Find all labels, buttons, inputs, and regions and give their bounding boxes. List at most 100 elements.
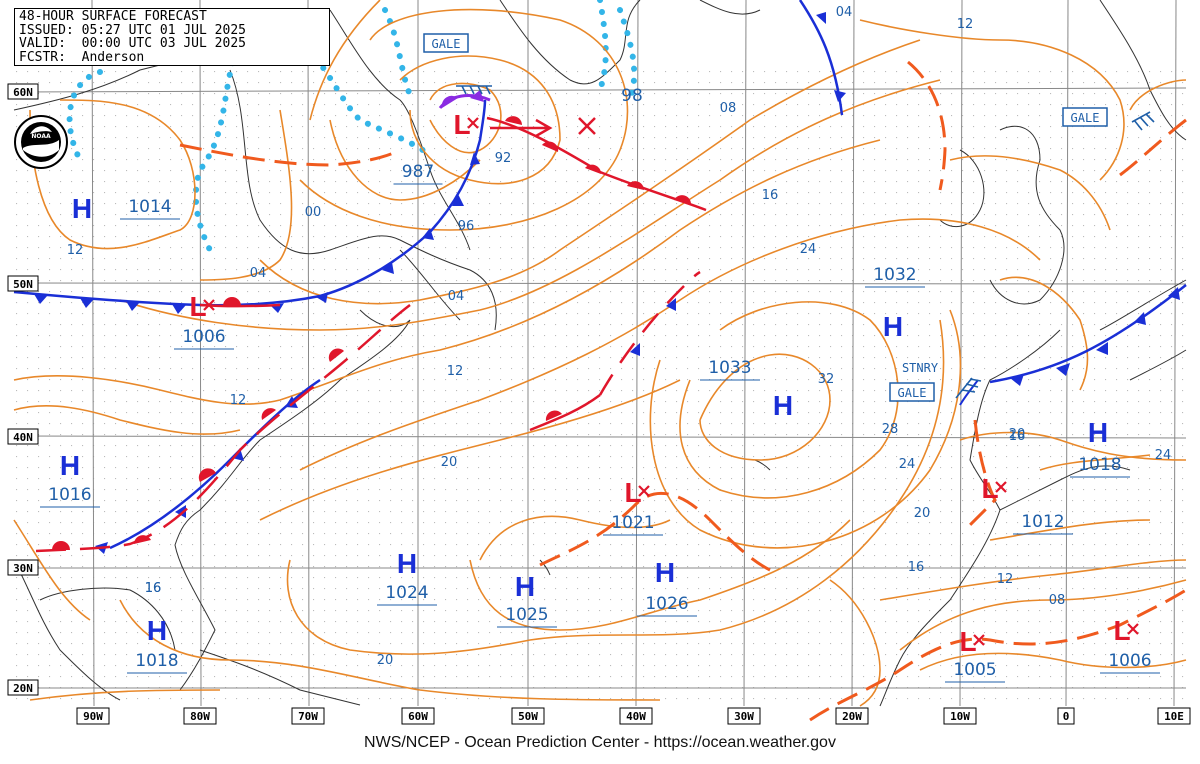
svg-text:GALE: GALE: [1071, 111, 1100, 125]
isobar-label: 98: [621, 86, 643, 106]
high-1032: H 1032: [865, 265, 925, 342]
isobars: [13, 0, 1187, 707]
isobar-label: 04: [448, 289, 465, 304]
isobar-label: 16: [762, 188, 779, 203]
movement-arrow: [490, 117, 596, 138]
lat-lon-grid: [13, 0, 1187, 707]
svg-text:1016: 1016: [48, 485, 91, 505]
svg-text:10E: 10E: [1164, 710, 1184, 723]
isobar-label: 12: [230, 393, 247, 408]
svg-text:90W: 90W: [83, 710, 103, 723]
isobar-label: 20: [914, 506, 931, 521]
ice-edge: [66, 0, 638, 253]
lon-label-0: 0: [1057, 707, 1075, 725]
lon-label-30W: 30W: [727, 707, 761, 725]
latitude-labels: 60N 50N 40N 30N 20N: [7, 83, 39, 696]
low-1021: L 1021: [603, 477, 663, 536]
svg-text:10W: 10W: [950, 710, 970, 723]
svg-text:20W: 20W: [842, 710, 862, 723]
svg-text:1025: 1025: [505, 605, 548, 625]
labels: H 1014 L 1006 H 1016 H 1018 H 1024 H 1025 L 1021 H 1026…: [40, 5, 1171, 683]
credit-line: NWS/NCEP - Ocean Prediction Center - htt…: [364, 734, 836, 751]
svg-text:1033: 1033: [708, 358, 751, 378]
lon-label-10W: 10W: [943, 707, 977, 725]
warm-fronts: [35, 116, 707, 553]
header-title: 48-HOUR SURFACE FORECAST: [19, 9, 207, 24]
isobar-label: 00: [305, 205, 322, 220]
gale-warning: GALE: [889, 382, 935, 402]
high-1025: H 1025: [497, 571, 557, 628]
svg-text:80W: 80W: [190, 710, 210, 723]
occlusion: [438, 90, 979, 406]
lat-label-60N: 60N: [7, 83, 39, 100]
svg-text:H: H: [515, 571, 535, 602]
isobar-label: 04: [250, 266, 267, 281]
svg-text:1018: 1018: [135, 651, 178, 671]
svg-text:H: H: [1088, 417, 1108, 448]
svg-text:40N: 40N: [13, 431, 33, 444]
svg-text:NOAA: NOAA: [31, 133, 51, 140]
forecast-header: 48-HOUR SURFACE FORECAST ISSUED: 05:27 UT…: [14, 8, 330, 66]
isobar-label: 24: [800, 242, 817, 257]
high-1018: H 1018: [1070, 417, 1130, 478]
isobar-label: 92: [495, 151, 512, 166]
svg-text:1018: 1018: [1078, 455, 1121, 475]
lon-label-70W: 70W: [291, 707, 325, 725]
lat-label-20N: 20N: [7, 679, 39, 696]
svg-text:H: H: [147, 615, 167, 646]
svg-text:1032: 1032: [873, 265, 916, 285]
dot-grid: [14, 70, 1186, 706]
gale-warning: GALE: [423, 33, 469, 53]
wind-barbs: [456, 85, 1155, 399]
isobar-label: 20: [441, 455, 458, 470]
lon-label-90W: 90W: [76, 707, 110, 725]
header-valid: VALID: 00:00 UTC 03 JUL 2025: [19, 36, 246, 51]
isobar-label: 32: [818, 372, 835, 387]
svg-text:H: H: [655, 557, 675, 588]
low-987: L 987: [393, 109, 479, 185]
lat-label-30N: 30N: [7, 559, 39, 576]
svg-text:40W: 40W: [626, 710, 646, 723]
isobar-label: 08: [720, 101, 737, 116]
high-1014: H 1014: [72, 193, 180, 224]
lon-label-20W: 20W: [835, 707, 869, 725]
svg-text:0: 0: [1063, 710, 1070, 723]
isobar-label: 12: [997, 572, 1014, 587]
warm-front-bumps: [52, 116, 691, 550]
high-1018: H 1018: [127, 615, 187, 674]
gale-warning: GALE: [1062, 107, 1108, 127]
lon-label-50W: 50W: [511, 707, 545, 725]
svg-text:L: L: [189, 291, 206, 322]
svg-text:H: H: [60, 450, 80, 481]
troughs: [179, 60, 1187, 722]
svg-text:1006: 1006: [182, 327, 225, 347]
svg-text:L: L: [981, 473, 998, 504]
svg-text:70W: 70W: [298, 710, 318, 723]
cold-front-barbs: [34, 12, 1180, 554]
low-1005: L 1005: [945, 626, 1005, 683]
svg-text:1012: 1012: [1021, 512, 1064, 532]
high-1026: H 1026: [637, 557, 697, 617]
svg-text:20N: 20N: [13, 682, 33, 695]
isobar-label: 20: [1009, 427, 1026, 442]
low-1006: L 1006: [1100, 615, 1160, 674]
lon-label-80W: 80W: [183, 707, 217, 725]
header-forecaster: FCSTR: Anderson: [19, 49, 145, 65]
isobar-label: 96: [458, 219, 475, 234]
svg-text:GALE: GALE: [432, 37, 461, 51]
svg-text:L: L: [624, 477, 641, 508]
low-1006: L 1006: [174, 291, 234, 350]
lat-label-40N: 40N: [7, 428, 39, 445]
isobar-label: 16: [1009, 429, 1026, 444]
isobar-label: 08: [1049, 593, 1066, 608]
svg-text:H: H: [72, 193, 92, 224]
lon-label-60W: 60W: [401, 707, 435, 725]
high-1016: H 1016: [40, 450, 100, 508]
lon-label-40W: 40W: [619, 707, 653, 725]
isobar-label: 16: [145, 581, 162, 596]
svg-text:L: L: [959, 626, 976, 657]
stationary-label: STNRY: [902, 361, 939, 375]
longitude-labels: 90W 80W 70W 60W 50W 40W 30W 20W 10W 0 10E: [76, 707, 1191, 725]
svg-text:1026: 1026: [645, 594, 688, 614]
